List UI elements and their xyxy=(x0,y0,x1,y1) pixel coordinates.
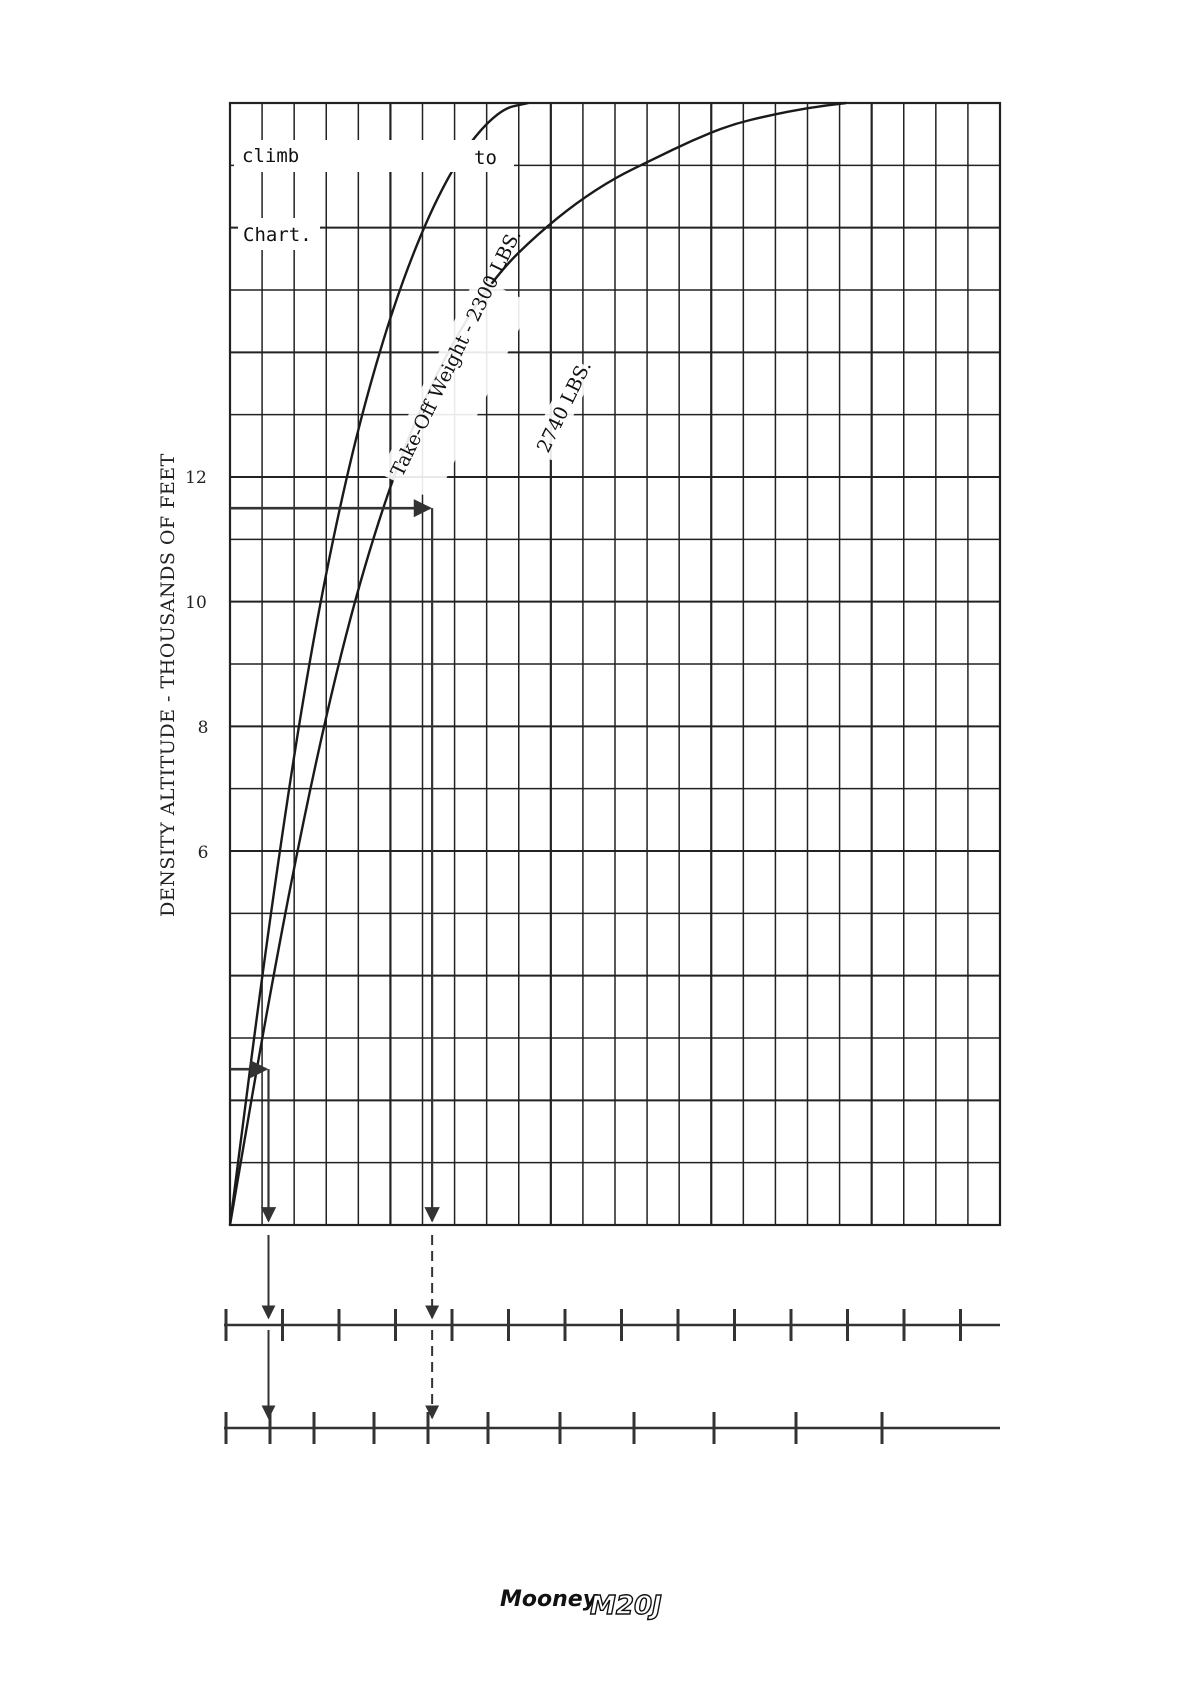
curve-label-2740-group: 2740 LBS. xyxy=(528,357,596,461)
note-chart: Chart. xyxy=(243,224,312,246)
y-tick-label-12: 12 xyxy=(185,468,207,488)
y-tick-label-8: 8 xyxy=(198,718,209,738)
curve-label-2300-group: Take-Off Weight - 2300 LBS. xyxy=(379,226,532,501)
curve-label-2740: 2740 LBS. xyxy=(533,357,596,456)
y-tick-label-10: 10 xyxy=(185,593,207,613)
y-axis-label: DENSITY ALTITUDE - THOUSANDS OF FEET xyxy=(157,453,179,917)
mooney-logo: Mooney M20J xyxy=(500,1587,663,1622)
note-to: to xyxy=(474,147,497,169)
series-line-0 xyxy=(228,101,529,1226)
y-tick-label-6: 6 xyxy=(198,843,209,863)
bottom-scales xyxy=(224,1309,1000,1444)
logo-model: M20J xyxy=(590,1591,662,1621)
note-climb: climb xyxy=(242,145,299,167)
example-arrows xyxy=(230,499,440,1420)
chart-grid xyxy=(228,101,1002,1227)
logo-brand: Mooney xyxy=(500,1587,599,1612)
